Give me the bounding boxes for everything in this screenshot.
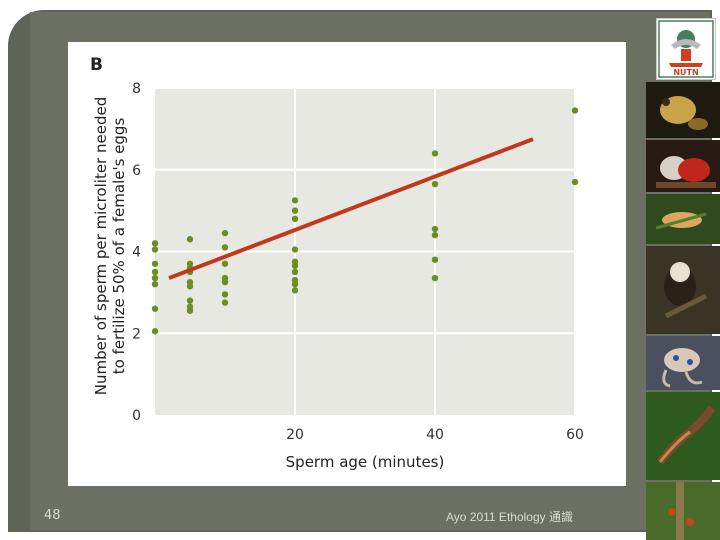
y-tick-label-4: 8 [132, 81, 141, 97]
data-point-6 [151, 246, 159, 253]
photo-octopus-image [646, 336, 720, 390]
data-point-34 [431, 274, 439, 282]
data-points [151, 107, 579, 335]
data-point-3 [151, 274, 159, 282]
x-tick-label-1: 40 [426, 427, 444, 443]
panel-label: B [90, 55, 103, 75]
data-point-0 [151, 328, 159, 335]
x-tick-label-2: 60 [566, 427, 584, 443]
data-point-9 [186, 303, 194, 310]
data-point-26 [291, 276, 299, 284]
university-logo: NUTN [656, 18, 716, 80]
photo-frog-image [646, 82, 720, 138]
x-tick-label-0: 20 [286, 427, 304, 443]
photo-bird-image [646, 140, 720, 192]
data-point-32 [291, 207, 299, 214]
data-point-4 [151, 268, 159, 276]
data-point-40 [571, 178, 579, 186]
page-number: 48 [44, 508, 61, 523]
data-point-36 [431, 231, 439, 239]
data-point-2 [151, 281, 159, 288]
data-point-39 [431, 150, 439, 157]
data-point-15 [186, 260, 194, 267]
y-tick-label-1: 2 [132, 326, 141, 342]
data-point-7 [151, 240, 159, 247]
y-tick-label-2: 4 [132, 245, 141, 261]
data-point-24 [291, 287, 299, 294]
data-point-33 [291, 197, 299, 204]
data-point-22 [221, 244, 229, 251]
photo-salamander-image [646, 392, 720, 480]
data-point-38 [431, 180, 439, 188]
data-point-35 [431, 256, 439, 263]
logo-text: NUTN [673, 68, 698, 77]
photo-insects-image [646, 482, 720, 540]
footer-caption: Ayo 2011 Ethology 通識 [446, 510, 573, 524]
y-axis-title-line2: to fertilize 50% of a female's eggs [110, 118, 128, 375]
y-tick-label-0: 0 [132, 408, 141, 424]
chart-panel: B 0 2 4 6 8 20 40 60 Sperm age (minutes) Numbe… [68, 42, 626, 486]
x-tick-labels: 20 40 60 [286, 427, 584, 443]
photo-monkey-image [646, 246, 720, 334]
y-tick-label-3: 6 [132, 163, 141, 179]
photo-lizard-image [646, 194, 720, 244]
data-point-41 [571, 107, 579, 114]
data-point-10 [186, 297, 194, 304]
data-point-21 [221, 260, 229, 267]
data-point-17 [221, 299, 229, 306]
scatter-chart: 0 2 4 6 8 20 40 60 Sperm age (minutes) Number … [92, 81, 584, 471]
data-point-1 [151, 305, 159, 312]
data-point-12 [186, 278, 194, 286]
data-point-31 [291, 215, 299, 222]
data-point-20 [221, 274, 229, 282]
trend-line [168, 137, 534, 280]
data-point-18 [221, 291, 229, 298]
data-point-5 [151, 260, 159, 267]
data-point-27 [291, 268, 299, 276]
y-axis-title: Number of sperm per microliter needed to… [92, 97, 128, 395]
x-axis-title: Sperm age (minutes) [286, 453, 445, 471]
data-point-29 [291, 258, 299, 265]
data-point-23 [221, 229, 229, 237]
y-axis-title-line1: Number of sperm per microliter needed [92, 97, 110, 395]
data-point-16 [186, 236, 194, 243]
y-tick-labels: 0 2 4 6 8 [132, 81, 141, 424]
data-point-30 [291, 246, 299, 253]
data-point-37 [431, 225, 439, 233]
